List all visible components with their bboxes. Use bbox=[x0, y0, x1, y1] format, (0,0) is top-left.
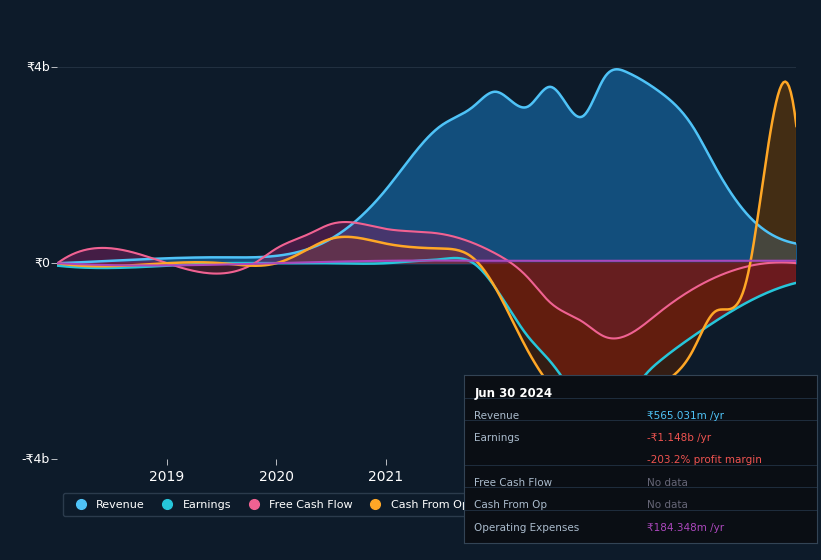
Text: Revenue: Revenue bbox=[475, 410, 520, 421]
Text: -₹4b: -₹4b bbox=[22, 452, 50, 466]
Text: ₹0: ₹0 bbox=[34, 256, 50, 270]
Text: Cash From Op: Cash From Op bbox=[475, 500, 548, 510]
Legend: Revenue, Earnings, Free Cash Flow, Cash From Op, Operating Expenses: Revenue, Earnings, Free Cash Flow, Cash … bbox=[63, 493, 626, 516]
Text: ₹4b: ₹4b bbox=[26, 60, 50, 74]
Text: ₹184.348m /yr: ₹184.348m /yr bbox=[648, 522, 725, 533]
Text: No data: No data bbox=[648, 478, 688, 488]
Text: Free Cash Flow: Free Cash Flow bbox=[475, 478, 553, 488]
Text: No data: No data bbox=[648, 500, 688, 510]
Text: -203.2% profit margin: -203.2% profit margin bbox=[648, 455, 763, 465]
Text: Earnings: Earnings bbox=[475, 433, 520, 443]
Text: -₹1.148b /yr: -₹1.148b /yr bbox=[648, 433, 712, 443]
Text: Jun 30 2024: Jun 30 2024 bbox=[475, 386, 553, 400]
Text: Operating Expenses: Operating Expenses bbox=[475, 522, 580, 533]
Text: ₹565.031m /yr: ₹565.031m /yr bbox=[648, 410, 724, 421]
